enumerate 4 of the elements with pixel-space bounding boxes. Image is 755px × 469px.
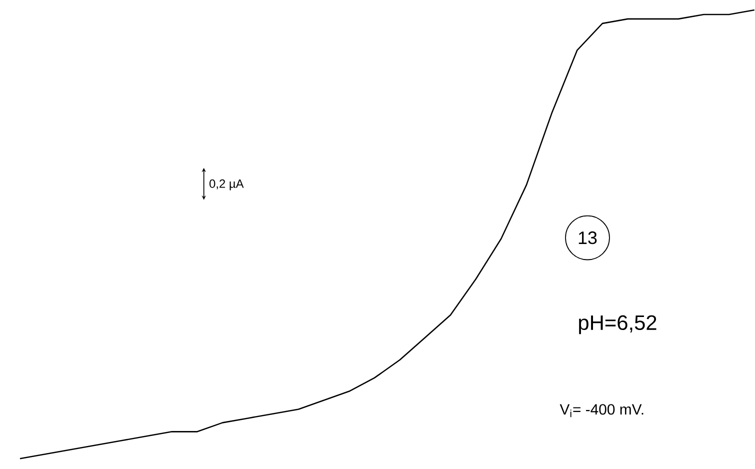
annotation: 0,2 µA <box>209 180 244 190</box>
annotation: pH=6,52 <box>579 315 656 334</box>
annotation: V$_{i}$= -400 mV. <box>560 404 644 418</box>
annotation: 13 <box>578 232 597 244</box>
